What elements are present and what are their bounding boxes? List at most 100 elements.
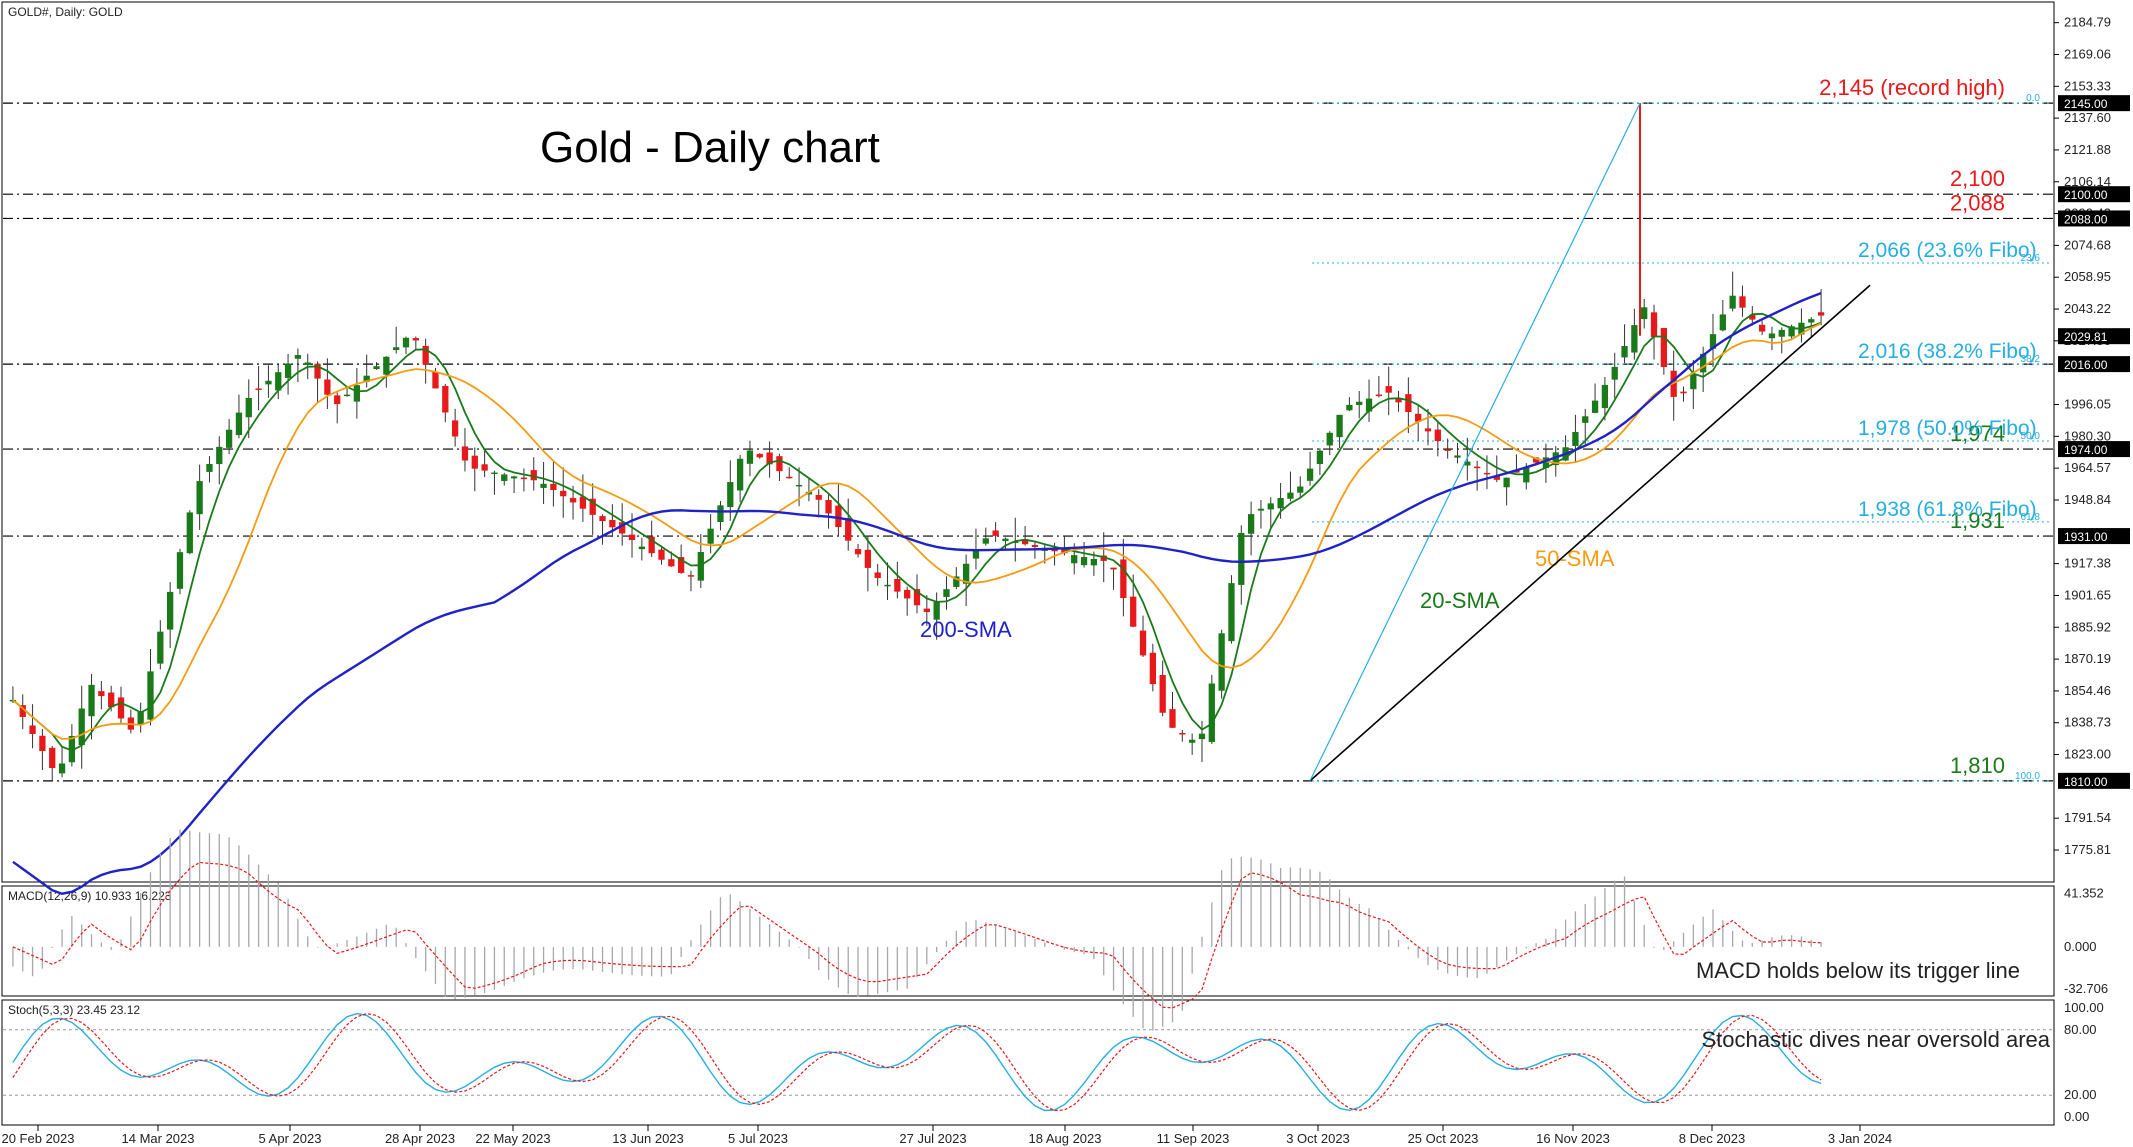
price-marker-label: 1931.00 (2064, 530, 2108, 544)
candle-body (1169, 709, 1176, 728)
candle-body (39, 735, 46, 752)
candle-body (432, 371, 439, 389)
candle-body (1719, 314, 1726, 331)
candle-body (1660, 328, 1667, 368)
candle-body (1621, 345, 1628, 358)
candle-body (167, 591, 174, 630)
stoch-tick-label: 100.00 (2064, 1000, 2104, 1015)
price-tick-label: 1823.00 (2064, 747, 2111, 762)
candle-body (294, 354, 302, 359)
candle-body (933, 601, 940, 620)
candle-body (786, 476, 793, 479)
candle-body (687, 575, 695, 577)
macd-signal-line (12, 861, 1822, 1009)
candle-body (697, 551, 704, 581)
candle-body (68, 736, 76, 763)
fibo-tag: 0.0 (2026, 93, 2040, 104)
candle-body (1591, 400, 1599, 413)
candle-body (1080, 557, 1088, 566)
macd-panel: 41.352 0.000 -32.706 MACD holds below its t… (12, 829, 2108, 1031)
candle-body (284, 363, 292, 378)
candle-body (471, 455, 478, 469)
price-tick-label: 1980.30 (2064, 428, 2111, 443)
candle-body (324, 379, 331, 395)
sma-200-line (12, 291, 1822, 895)
price-marker-label: 2145.00 (2064, 97, 2108, 111)
price-tick-label: 1791.54 (2064, 810, 2111, 825)
candle-body (864, 549, 872, 568)
candle-body (962, 563, 970, 584)
candle-body (1817, 312, 1825, 316)
candle-body (619, 522, 626, 534)
date-tick-label: 22 May 2023 (475, 1131, 550, 1146)
candle-body (579, 496, 587, 509)
candle-body (904, 589, 911, 599)
candle-body (363, 375, 370, 382)
candle-body (1473, 466, 1481, 469)
candle-body (913, 589, 921, 606)
price-tick-label: 1775.81 (2064, 842, 2111, 857)
candle-body (1110, 567, 1117, 570)
candle-body (825, 499, 832, 514)
fibo-label: 2,016 (38.2% Fibo) (1858, 340, 2037, 363)
candle-body (1031, 545, 1039, 548)
stoch-label: Stoch(5,3,3) 23.45 23.12 (8, 1003, 140, 1017)
candle-body (98, 691, 105, 697)
sma-200-label: 200-SMA (920, 617, 1012, 642)
candle-body (275, 372, 282, 391)
level-labels: 2,145 (record high)2,1002,0881,9741,9311… (1819, 75, 2037, 778)
candle-body (854, 549, 862, 555)
candle-body (1690, 373, 1697, 390)
level-label: 1,810 (1950, 753, 2005, 778)
candle-body (1532, 457, 1540, 463)
candle-body (1149, 652, 1156, 685)
date-tick-label: 8 Dec 2023 (1679, 1131, 1746, 1146)
stoch-d-line (12, 1012, 1822, 1112)
candle-body (766, 452, 773, 465)
candle-body (835, 505, 842, 528)
price-marker-label: 2029.81 (2064, 330, 2108, 344)
candle-body (461, 446, 469, 461)
candle-body (1395, 398, 1402, 403)
date-tick-label: 13 Jun 2023 (612, 1131, 684, 1146)
macd-tick-label: -32.706 (2064, 981, 2108, 996)
level-label: 2,100 (1950, 166, 2005, 191)
level-label: 1,974 (1950, 421, 2005, 446)
chart-title: Gold - Daily chart (540, 123, 880, 172)
candle-body (1680, 391, 1687, 394)
candle-body (501, 474, 508, 481)
candle-body (1228, 583, 1235, 642)
macd-annotation: MACD holds below its trigger line (1696, 958, 2020, 983)
candle-body (530, 470, 537, 481)
candle-body (599, 516, 606, 522)
candle-body (1257, 508, 1265, 511)
level-label: 1,931 (1950, 508, 2005, 533)
candle-body (206, 463, 213, 472)
price-marker-label: 2016.00 (2064, 358, 2108, 372)
candle-body (402, 337, 410, 348)
candle-body (815, 494, 822, 500)
candle-body (412, 338, 419, 341)
candle-body (1542, 457, 1550, 469)
candle-body (1208, 683, 1215, 742)
candle-body (982, 538, 989, 544)
price-marker (2058, 186, 2130, 203)
candle-body (451, 420, 459, 437)
candle-body (108, 692, 115, 708)
candle-body (845, 518, 852, 541)
date-tick-label: 11 Sep 2023 (1157, 1131, 1230, 1146)
candle-body (1120, 559, 1127, 599)
candle-body (1808, 319, 1815, 323)
candle-body (678, 557, 685, 573)
candle-body (510, 476, 518, 479)
price-tick-label: 2043.22 (2064, 301, 2111, 316)
candle-body (1385, 386, 1392, 393)
candle-body (1090, 558, 1098, 566)
price-tick-label: 1917.38 (2064, 556, 2111, 571)
candle-body (1247, 514, 1255, 534)
price-tick-label: 2137.60 (2064, 110, 2111, 125)
sma-50-line (12, 322, 1822, 740)
price-tick-label: 1996.05 (2064, 396, 2111, 411)
